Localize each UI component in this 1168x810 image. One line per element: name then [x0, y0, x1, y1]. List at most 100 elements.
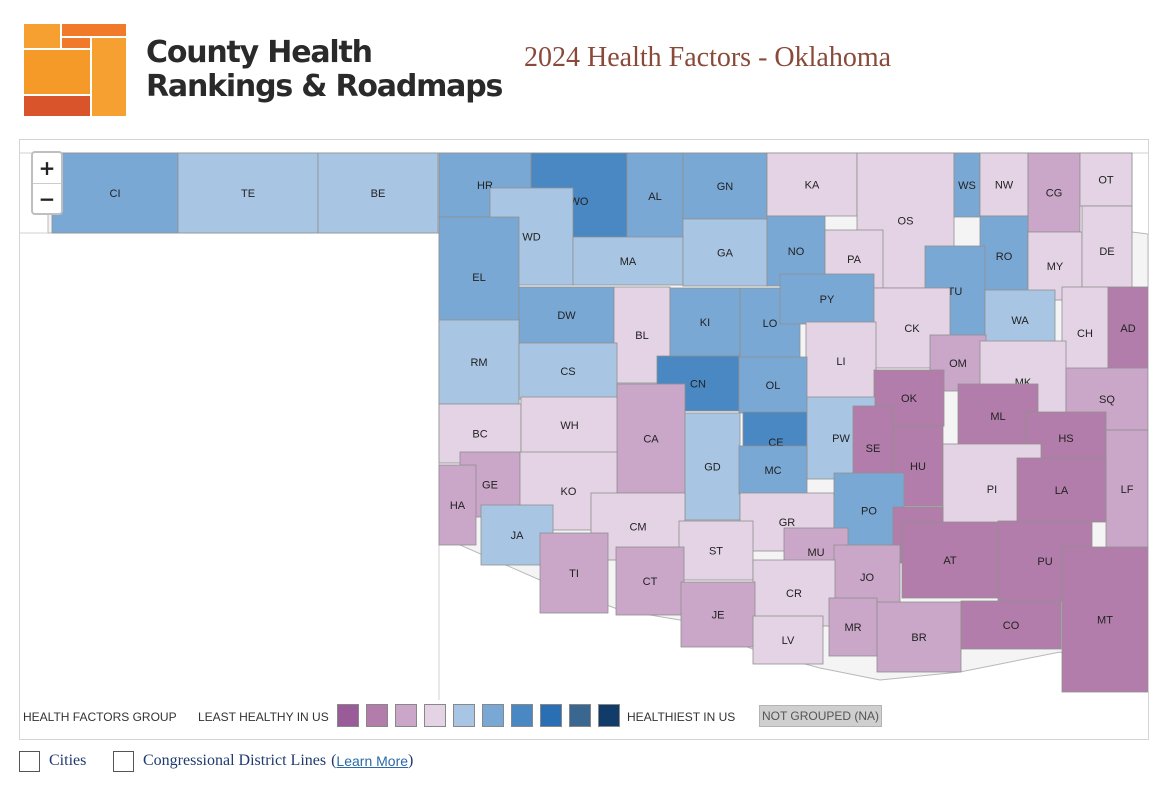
county-ma[interactable]: MA: [572, 236, 684, 286]
county-mr[interactable]: MR: [828, 597, 878, 657]
county-ti[interactable]: TI: [539, 532, 609, 614]
county-map[interactable]: CI TE BE HR WO AL GN KA OS WS NW CG OT WD MA GA NO PA RO MY…: [20, 140, 1149, 700]
county-mt[interactable]: MT: [1061, 546, 1148, 693]
county-cs[interactable]: CS: [518, 342, 618, 400]
county-shape[interactable]: [438, 216, 520, 338]
county-ga[interactable]: GA: [682, 218, 768, 287]
district-lines-checkbox[interactable]: [113, 750, 134, 772]
county-shape[interactable]: [979, 152, 1029, 217]
county-shape[interactable]: [828, 597, 878, 657]
county-de[interactable]: DE: [1081, 205, 1133, 297]
county-ot[interactable]: OT: [1079, 152, 1133, 207]
county-st[interactable]: ST: [678, 520, 754, 581]
county-shape[interactable]: [738, 445, 808, 495]
county-shape[interactable]: [901, 521, 999, 599]
county-dw[interactable]: DW: [518, 286, 615, 344]
county-lf[interactable]: LF: [1105, 429, 1148, 549]
county-ki[interactable]: KI: [669, 287, 741, 357]
county-shape[interactable]: [1107, 286, 1148, 370]
county-nw[interactable]: NW: [979, 152, 1029, 217]
county-te[interactable]: TE: [177, 152, 319, 234]
county-el[interactable]: EL: [438, 216, 520, 338]
county-shape[interactable]: [1027, 152, 1081, 233]
county-shape[interactable]: [738, 356, 808, 414]
district-lines-label[interactable]: Congressional District Lines: [143, 752, 327, 769]
county-co[interactable]: CO: [960, 600, 1062, 650]
district-lines-option[interactable]: Congressional District Lines (Learn More…: [113, 750, 413, 772]
county-shape[interactable]: [752, 615, 824, 665]
county-shape[interactable]: [539, 532, 609, 614]
county-ws[interactable]: WS: [953, 152, 981, 218]
county-ka[interactable]: KA: [766, 152, 858, 217]
county-shape[interactable]: [1061, 286, 1109, 380]
county-li[interactable]: LI: [805, 321, 877, 401]
county-ct[interactable]: CT: [615, 546, 685, 616]
county-at[interactable]: AT: [901, 521, 999, 599]
county-shape[interactable]: [682, 218, 768, 287]
county-mc[interactable]: MC: [738, 445, 808, 495]
county-ha[interactable]: HA: [438, 464, 477, 546]
county-label: SQ: [1099, 394, 1115, 406]
county-shape[interactable]: [1016, 457, 1107, 523]
county-la[interactable]: LA: [1016, 457, 1107, 523]
county-shape[interactable]: [678, 520, 754, 581]
county-shape[interactable]: [520, 396, 619, 454]
county-label: GR: [779, 517, 796, 529]
county-br[interactable]: BR: [876, 601, 962, 673]
county-lv[interactable]: LV: [752, 615, 824, 665]
learn-more-link[interactable]: Learn More: [336, 753, 409, 769]
county-je[interactable]: JE: [680, 581, 756, 648]
county-label: HA: [450, 500, 466, 512]
county-al[interactable]: AL: [626, 152, 684, 240]
county-ro[interactable]: RO: [979, 215, 1029, 297]
county-ol[interactable]: OL: [738, 356, 808, 414]
county-shape[interactable]: [438, 464, 477, 546]
cities-option[interactable]: Cities: [19, 750, 86, 772]
county-py[interactable]: PY: [779, 273, 875, 325]
county-wa[interactable]: WA: [984, 289, 1056, 351]
map-panel[interactable]: CI TE BE HR WO AL GN KA OS WS NW CG OT WD MA GA NO PA RO MY…: [19, 139, 1149, 740]
county-rm[interactable]: RM: [438, 319, 520, 405]
county-shape[interactable]: [984, 289, 1056, 351]
county-shape[interactable]: [957, 383, 1039, 449]
county-label: BC: [472, 429, 487, 441]
county-shape[interactable]: [615, 546, 685, 616]
county-shape[interactable]: [1105, 429, 1148, 549]
county-shape[interactable]: [51, 152, 179, 234]
county-shape[interactable]: [518, 342, 618, 400]
county-ok[interactable]: OK: [873, 369, 945, 427]
county-shape[interactable]: [1061, 546, 1148, 693]
legend-swatch: [453, 704, 475, 727]
county-ca[interactable]: CA: [616, 383, 686, 494]
county-ml[interactable]: ML: [957, 383, 1039, 449]
county-shape[interactable]: [979, 215, 1029, 297]
county-shape[interactable]: [766, 152, 858, 217]
map-legend: HEALTH FACTORS GROUP LEAST HEALTHY IN US…: [20, 702, 1148, 732]
county-be[interactable]: BE: [317, 152, 439, 234]
county-shape[interactable]: [684, 412, 741, 521]
county-shape[interactable]: [317, 152, 439, 234]
county-gn[interactable]: GN: [682, 152, 768, 220]
county-ci[interactable]: CI: [51, 152, 179, 234]
county-cg[interactable]: CG: [1027, 152, 1081, 233]
county-label: CH: [1077, 328, 1093, 340]
county-shape[interactable]: [953, 152, 981, 218]
county-shape[interactable]: [669, 287, 741, 357]
county-sq[interactable]: SQ: [1065, 367, 1148, 431]
county-ad[interactable]: AD: [1107, 286, 1148, 370]
county-shape[interactable]: [960, 600, 1062, 650]
county-shape[interactable]: [680, 581, 756, 648]
county-gd[interactable]: GD: [684, 412, 741, 521]
cities-checkbox[interactable]: [19, 750, 40, 772]
cities-label[interactable]: Cities: [49, 752, 87, 769]
zoom-in-button[interactable]: +: [38, 156, 56, 180]
county-shape[interactable]: [1081, 205, 1133, 297]
county-shape[interactable]: [1079, 152, 1133, 207]
county-ch[interactable]: CH: [1061, 286, 1109, 380]
county-shape[interactable]: [616, 383, 686, 494]
county-wh[interactable]: WH: [520, 396, 619, 454]
zoom-out-button[interactable]: −: [33, 183, 61, 213]
county-bl[interactable]: BL: [613, 286, 671, 384]
county-shape[interactable]: [626, 152, 684, 240]
county-shape[interactable]: [779, 273, 875, 325]
